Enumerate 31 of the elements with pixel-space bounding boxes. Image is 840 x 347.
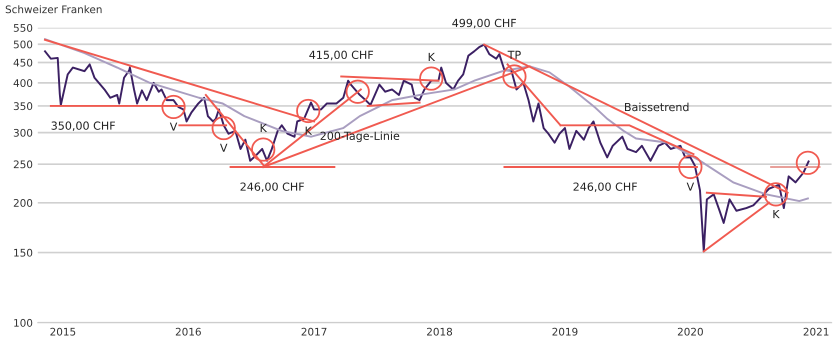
x-tick-label: 2017 — [302, 328, 326, 336]
annotation: V — [170, 122, 178, 131]
y-tick-label: 350 — [14, 102, 32, 110]
y-tick-label: 100 — [14, 318, 32, 327]
y-tick-label: 450 — [14, 58, 32, 67]
annotation: Baissetrend — [625, 102, 688, 112]
annotation: K — [428, 52, 436, 61]
annotation: TP — [508, 50, 521, 59]
annotation: V — [220, 144, 228, 152]
annotation: K — [773, 210, 780, 218]
y-axis-title: Schweizer Franken — [6, 5, 102, 14]
annotation: K — [260, 124, 268, 132]
annotation: 415,00 CHF — [309, 50, 374, 60]
y-tick-label: 250 — [14, 160, 32, 168]
y-tick-label: 300 — [14, 128, 32, 137]
y-tick-label: 550 — [14, 24, 32, 32]
y-tick-label: 400 — [14, 79, 32, 87]
x-tick-label: 2021 — [804, 328, 828, 336]
x-tick-label: 2020 — [678, 328, 703, 336]
annotation: V — [686, 182, 694, 191]
x-tick-label: 2016 — [176, 328, 201, 336]
y-tick-label: 150 — [14, 248, 32, 257]
x-tick-label: 2015 — [50, 328, 76, 336]
annotation: 246,00 CHF — [574, 182, 637, 192]
y-tick-label: 500 — [14, 40, 32, 48]
annotation: 350,00 CHF — [52, 121, 115, 131]
annotation: 499,00 CHF — [452, 18, 516, 28]
y-tick-label: 200 — [14, 199, 32, 207]
annotation: 246,00 CHF — [240, 182, 304, 192]
x-tick-label: 2019 — [552, 328, 578, 336]
x-tick-label: 2018 — [427, 328, 452, 336]
